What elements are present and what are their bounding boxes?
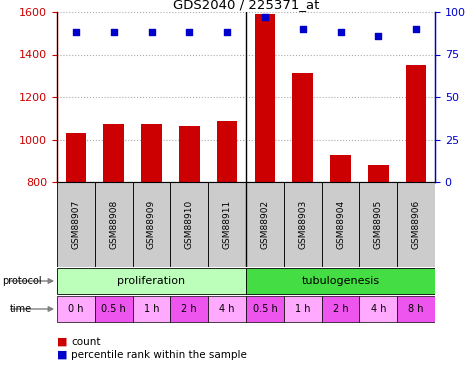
Bar <box>322 296 359 322</box>
Bar <box>246 296 284 322</box>
Text: protocol: protocol <box>2 276 42 286</box>
Point <box>186 29 193 35</box>
Bar <box>405 65 426 182</box>
Text: 8 h: 8 h <box>408 304 424 314</box>
Point <box>261 14 269 20</box>
Text: GSM88907: GSM88907 <box>72 200 80 249</box>
Bar <box>254 14 275 182</box>
Text: GSM88906: GSM88906 <box>412 200 421 249</box>
Bar <box>330 156 351 182</box>
Point <box>299 26 306 32</box>
Bar <box>103 124 124 182</box>
Bar <box>359 182 397 267</box>
Text: tubulogenesis: tubulogenesis <box>301 276 379 286</box>
Point <box>375 33 382 39</box>
Text: GSM88909: GSM88909 <box>147 200 156 249</box>
Bar <box>208 296 246 322</box>
Point <box>412 26 420 32</box>
Point <box>110 29 118 35</box>
Text: 4 h: 4 h <box>219 304 235 314</box>
Text: 2 h: 2 h <box>181 304 197 314</box>
Bar <box>292 73 313 182</box>
Bar <box>66 133 86 182</box>
Bar <box>246 267 435 294</box>
Text: 4 h: 4 h <box>371 304 386 314</box>
Bar <box>170 182 208 267</box>
Bar <box>397 182 435 267</box>
Text: 0.5 h: 0.5 h <box>252 304 277 314</box>
Bar <box>57 182 95 267</box>
Text: 2 h: 2 h <box>332 304 348 314</box>
Bar <box>57 267 246 294</box>
Point <box>337 29 344 35</box>
Bar <box>246 182 284 267</box>
Text: time: time <box>10 304 33 314</box>
Text: GSM88905: GSM88905 <box>374 200 383 249</box>
Text: ■: ■ <box>57 337 67 347</box>
Point <box>223 29 231 35</box>
Title: GDS2040 / 225371_at: GDS2040 / 225371_at <box>173 0 319 11</box>
Text: percentile rank within the sample: percentile rank within the sample <box>71 350 247 360</box>
Bar <box>217 122 238 182</box>
Text: GSM88911: GSM88911 <box>223 200 232 249</box>
Text: 0.5 h: 0.5 h <box>101 304 126 314</box>
Bar <box>322 182 359 267</box>
Text: GSM88903: GSM88903 <box>298 200 307 249</box>
Bar <box>397 296 435 322</box>
Text: ■: ■ <box>57 350 67 360</box>
Point <box>148 29 155 35</box>
Bar <box>284 182 322 267</box>
Text: 1 h: 1 h <box>144 304 159 314</box>
Bar <box>359 296 397 322</box>
Text: GSM88904: GSM88904 <box>336 200 345 249</box>
Bar <box>284 296 322 322</box>
Bar <box>368 165 389 182</box>
Bar <box>208 182 246 267</box>
Text: 0 h: 0 h <box>68 304 84 314</box>
Bar <box>133 296 170 322</box>
Bar <box>141 124 162 182</box>
Point <box>72 29 80 35</box>
Bar <box>95 182 133 267</box>
Bar <box>179 126 199 182</box>
Bar <box>95 296 133 322</box>
Text: GSM88908: GSM88908 <box>109 200 118 249</box>
Bar <box>133 182 170 267</box>
Text: proliferation: proliferation <box>118 276 186 286</box>
Bar <box>57 296 95 322</box>
Text: 1 h: 1 h <box>295 304 311 314</box>
Text: count: count <box>71 337 100 347</box>
Text: GSM88902: GSM88902 <box>260 200 269 249</box>
Bar <box>170 296 208 322</box>
Text: GSM88910: GSM88910 <box>185 200 194 249</box>
